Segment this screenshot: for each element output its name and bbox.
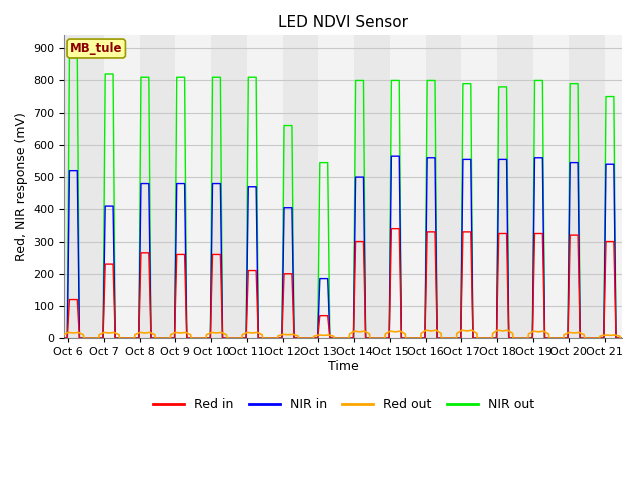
Bar bbox=[104, 36, 140, 338]
Bar bbox=[605, 36, 640, 338]
Bar bbox=[533, 36, 569, 338]
Bar bbox=[461, 36, 497, 338]
Y-axis label: Red, NIR response (mV): Red, NIR response (mV) bbox=[15, 112, 28, 261]
Bar bbox=[318, 36, 354, 338]
Legend: Red in, NIR in, Red out, NIR out: Red in, NIR in, Red out, NIR out bbox=[148, 393, 539, 416]
X-axis label: Time: Time bbox=[328, 360, 359, 373]
Bar bbox=[247, 36, 283, 338]
Bar bbox=[175, 36, 211, 338]
Bar bbox=[390, 36, 426, 338]
Title: LED NDVI Sensor: LED NDVI Sensor bbox=[278, 15, 408, 30]
Text: MB_tule: MB_tule bbox=[70, 42, 122, 55]
